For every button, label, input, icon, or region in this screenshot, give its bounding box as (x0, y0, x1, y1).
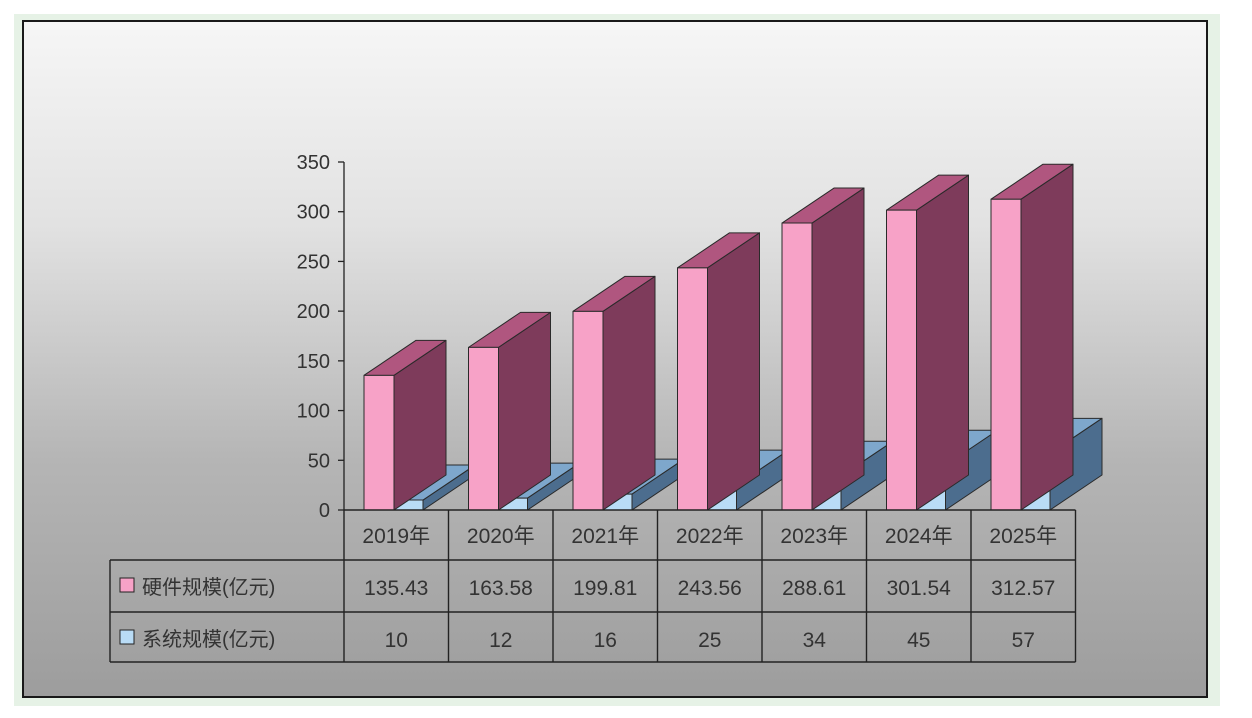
series1-data-label: 135.43 (364, 577, 428, 600)
legend-label-series2: 系统规模(亿元) (142, 628, 275, 651)
series1-data-label: 288.61 (782, 577, 846, 600)
y-tick-label: 250 (297, 251, 330, 273)
series1-bar (990, 163, 1074, 511)
bar-front-face (468, 346, 499, 511)
legend-key-series1 (119, 577, 135, 593)
series2-data-label: 45 (907, 629, 930, 652)
series2-data-label: 10 (385, 629, 408, 652)
x-category-label: 2022年 (676, 525, 744, 548)
y-tick-label: 300 (297, 202, 330, 224)
legend-label-series1: 硬件规模(亿元) (142, 576, 275, 599)
series1-data-label: 199.81 (573, 577, 637, 600)
bar-side-face (707, 232, 760, 511)
legend-key-series2 (119, 629, 135, 645)
x-category-label: 2021年 (571, 525, 639, 548)
y-tick-label: 50 (308, 450, 330, 472)
series1-bar (677, 232, 760, 511)
series2-data-label: 16 (594, 629, 617, 652)
series1-bar (363, 339, 447, 511)
series1-bar (572, 275, 656, 511)
series2-data-label: 12 (489, 629, 512, 652)
x-category-label: 2025年 (989, 525, 1057, 548)
bar-side-face (811, 187, 865, 511)
y-tick-label: 200 (297, 301, 330, 323)
bar-front-face (572, 310, 604, 511)
bar-side-face (916, 174, 969, 511)
bar-side-face (602, 275, 656, 511)
y-tick-label: 150 (297, 351, 330, 373)
series1-data-label: 301.54 (887, 577, 952, 600)
series1-data-label: 163.58 (469, 577, 533, 600)
series2-data-label: 57 (1012, 629, 1035, 652)
bar-side-face (1020, 163, 1074, 511)
bar-front-face (781, 222, 813, 511)
x-category-label: 2019年 (362, 525, 430, 548)
y-tick-label: 0 (319, 500, 330, 522)
y-tick-label: 100 (297, 401, 330, 423)
bar-front-face (677, 267, 708, 511)
y-tick-label: 350 (297, 152, 330, 174)
x-category-label: 2024年 (885, 525, 953, 548)
series1-bar (468, 311, 551, 511)
series2-data-label: 25 (698, 629, 721, 652)
bar-front-face (990, 198, 1022, 511)
x-category-label: 2020年 (467, 525, 535, 548)
bar-front-face (363, 374, 395, 511)
series1-bar (886, 174, 969, 511)
x-category-label: 2023年 (780, 525, 848, 548)
series2-data-label: 34 (803, 629, 827, 652)
series1-bar (781, 187, 865, 511)
series1-data-label: 243.56 (678, 577, 742, 600)
bar-front-face (886, 209, 917, 511)
series1-data-label: 312.57 (991, 577, 1055, 600)
